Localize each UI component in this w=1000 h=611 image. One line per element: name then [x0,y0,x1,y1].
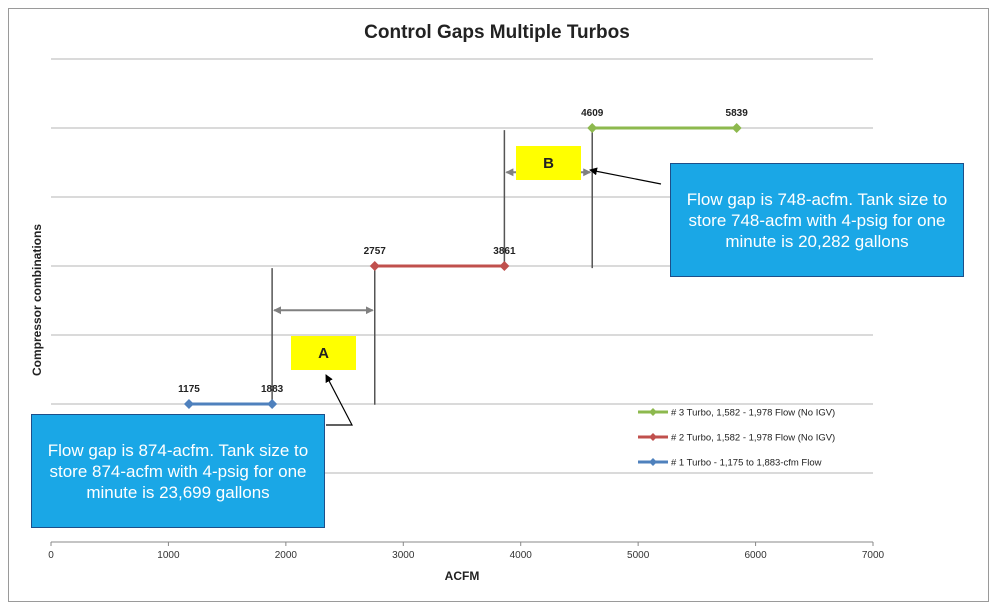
axes: 0 1000 2000 3000 4000 5000 6000 7000 [48,541,885,561]
x-tick-label: 5000 [627,550,650,561]
x-tick-label: 7000 [862,550,885,561]
data-label: 3861 [493,246,516,257]
legend-entry: # 2 Turbo, 1,582 - 1,978 Flow (No IGV) [671,433,835,444]
data-label: 5839 [726,108,749,119]
gap-label: B [543,155,554,172]
data-point [183,399,194,409]
x-tick-label: 3000 [392,550,415,561]
data-label: 2757 [364,246,387,257]
x-tick-label: 2000 [275,550,298,561]
gap-label-box [516,146,581,180]
legend-marker [649,408,657,416]
x-tick-label: 6000 [744,550,767,561]
data-point [731,123,742,133]
callout-gap-a: Flow gap is 874-acfm. Tank size to store… [31,414,325,528]
x-tick-label: 0 [48,550,54,561]
x-tick-label: 4000 [510,550,533,561]
legend-entry: # 3 Turbo, 1,582 - 1,978 Flow (No IGV) [671,408,835,419]
data-point [587,123,598,133]
callout-gap-b: Flow gap is 748-acfm. Tank size to store… [670,163,964,277]
legend: # 3 Turbo, 1,582 - 1,978 Flow (No IGV) # … [638,408,835,469]
data-label: 1883 [261,384,284,395]
data-label: 4609 [581,108,604,119]
legend-marker [649,458,657,466]
data-point [369,261,380,271]
legend-entry: # 1 Turbo - 1,175 to 1,883-cfm Flow [671,458,822,469]
x-axis-title: ACFM [445,569,480,583]
legend-marker [649,433,657,441]
callout-b-pointer [589,167,662,185]
x-tick-label: 1000 [157,550,180,561]
y-axis-title: Compressor combinations [30,224,44,376]
gap-markers: AB [271,130,593,405]
chart-title: Control Gaps Multiple Turbos [364,22,630,43]
data-label: 1175 [178,384,200,395]
callout-a-pointer [325,374,353,426]
gap-label-box [291,336,356,370]
gap-label: A [318,345,329,362]
series-group: 4609 5839 2757 3861 1175 1883 [178,108,748,409]
data-point [267,399,278,409]
callout-pointers [325,167,662,426]
data-point [499,261,510,271]
